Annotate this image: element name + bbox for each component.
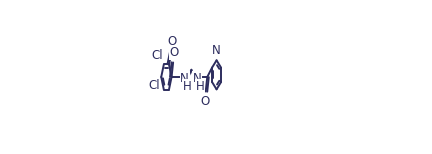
Text: N: N	[193, 72, 202, 85]
Text: H: H	[183, 80, 192, 93]
Text: O: O	[167, 35, 176, 48]
Text: Cl: Cl	[151, 49, 162, 62]
Text: O: O	[200, 95, 210, 108]
Text: N: N	[180, 72, 189, 85]
Text: Cl: Cl	[148, 79, 160, 92]
Text: O: O	[169, 47, 178, 59]
Text: N: N	[212, 44, 221, 57]
Text: H: H	[196, 80, 204, 93]
